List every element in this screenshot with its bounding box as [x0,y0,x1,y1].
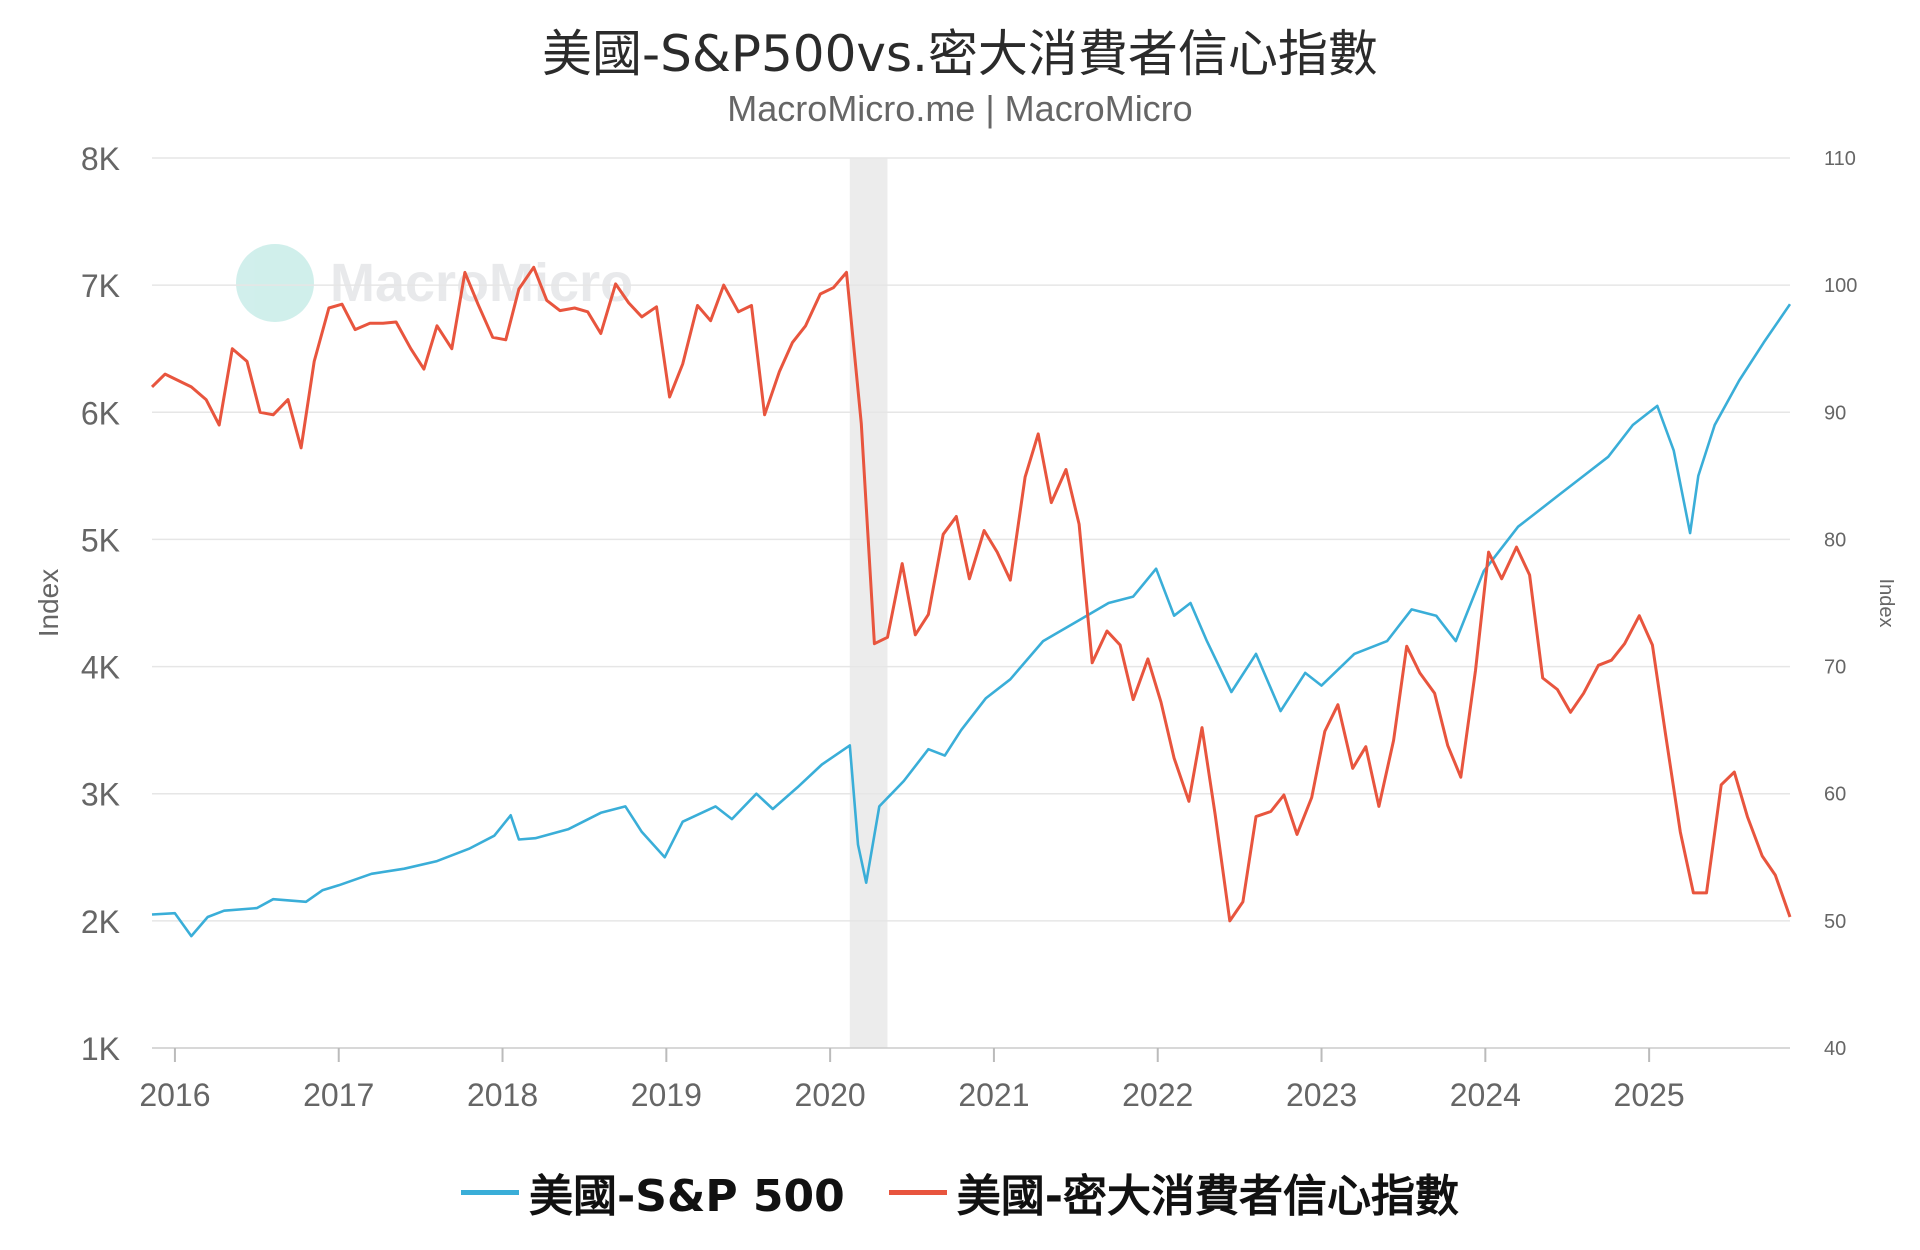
x-tick-label: 2025 [1614,1077,1685,1113]
y-left-tick-label: 8K [81,141,120,177]
y-left-axis-title: Index [33,569,64,638]
y-right-tick-label: 50 [1824,911,1846,933]
x-tick-label: 2020 [795,1077,866,1113]
y-left-tick-label: 3K [81,777,120,813]
chart-title: 美國-S&P500vs.密大消費者信心指數 [542,25,1378,83]
x-tick-label: 2024 [1450,1077,1521,1113]
recession-shading-layer [849,158,888,1048]
legend-swatch-sentiment [888,1189,947,1195]
legend-label-sp500: 美國-S&P 500 [529,1171,845,1222]
y-right-tick-label: 110 [1824,148,1856,170]
y-right-tick-label: 100 [1824,275,1857,297]
axes: 1K 2K 3K 4K 5K 6K 7K 8K 40 50 60 70 80 90 100 110 Index I… [33,141,1897,1113]
legend: 美國-S&P 500 美國-密大消費者信心指數 [0,1160,1920,1224]
series-layer [150,265,1792,938]
y-left-tick-label: 2K [81,904,120,940]
watermark-text: MacroMicro [330,253,634,313]
x-tick-label: 2021 [958,1077,1029,1113]
legend-label-sentiment: 美國-密大消費者信心指數 [956,1171,1459,1222]
y-left-tick-label: 5K [81,522,120,558]
y-right-tick-label: 70 [1824,657,1846,679]
series-line-sentiment [150,265,1792,923]
x-tick-label: 2018 [467,1077,538,1113]
series-line-sp500 [151,303,1792,938]
x-tick-label: 2023 [1286,1077,1357,1113]
x-tick-label: 2022 [1122,1077,1193,1113]
recession-shade-band [849,158,888,1048]
watermark-logo-icon [236,244,314,322]
y-right-tick-label: 40 [1824,1038,1846,1060]
x-tick-label: 2016 [139,1077,210,1113]
y-left-tick-label: 4K [81,650,120,686]
y-left-tick-label: 6K [81,395,120,431]
y-left-tick-label: 7K [81,268,120,304]
y-right-tick-label: 80 [1824,529,1846,551]
x-tick-label: 2019 [631,1077,702,1113]
legend-item-sentiment[interactable]: 美國-密大消費者信心指數 [888,1160,1459,1224]
y-right-tick-label: 90 [1824,402,1846,424]
gridlines [152,157,1790,1049]
y-right-tick-label: 60 [1824,784,1846,806]
legend-swatch-sp500 [461,1189,519,1195]
x-tick-label: 2017 [303,1077,374,1113]
chart-subtitle: MacroMicro.me | MacroMicro [727,88,1193,129]
watermark-logo: MacroMicro [236,244,633,322]
y-right-axis-title: Index [1875,579,1897,628]
y-left-tick-label: 1K [81,1031,120,1067]
legend-item-sp500[interactable]: 美國-S&P 500 [461,1160,845,1224]
